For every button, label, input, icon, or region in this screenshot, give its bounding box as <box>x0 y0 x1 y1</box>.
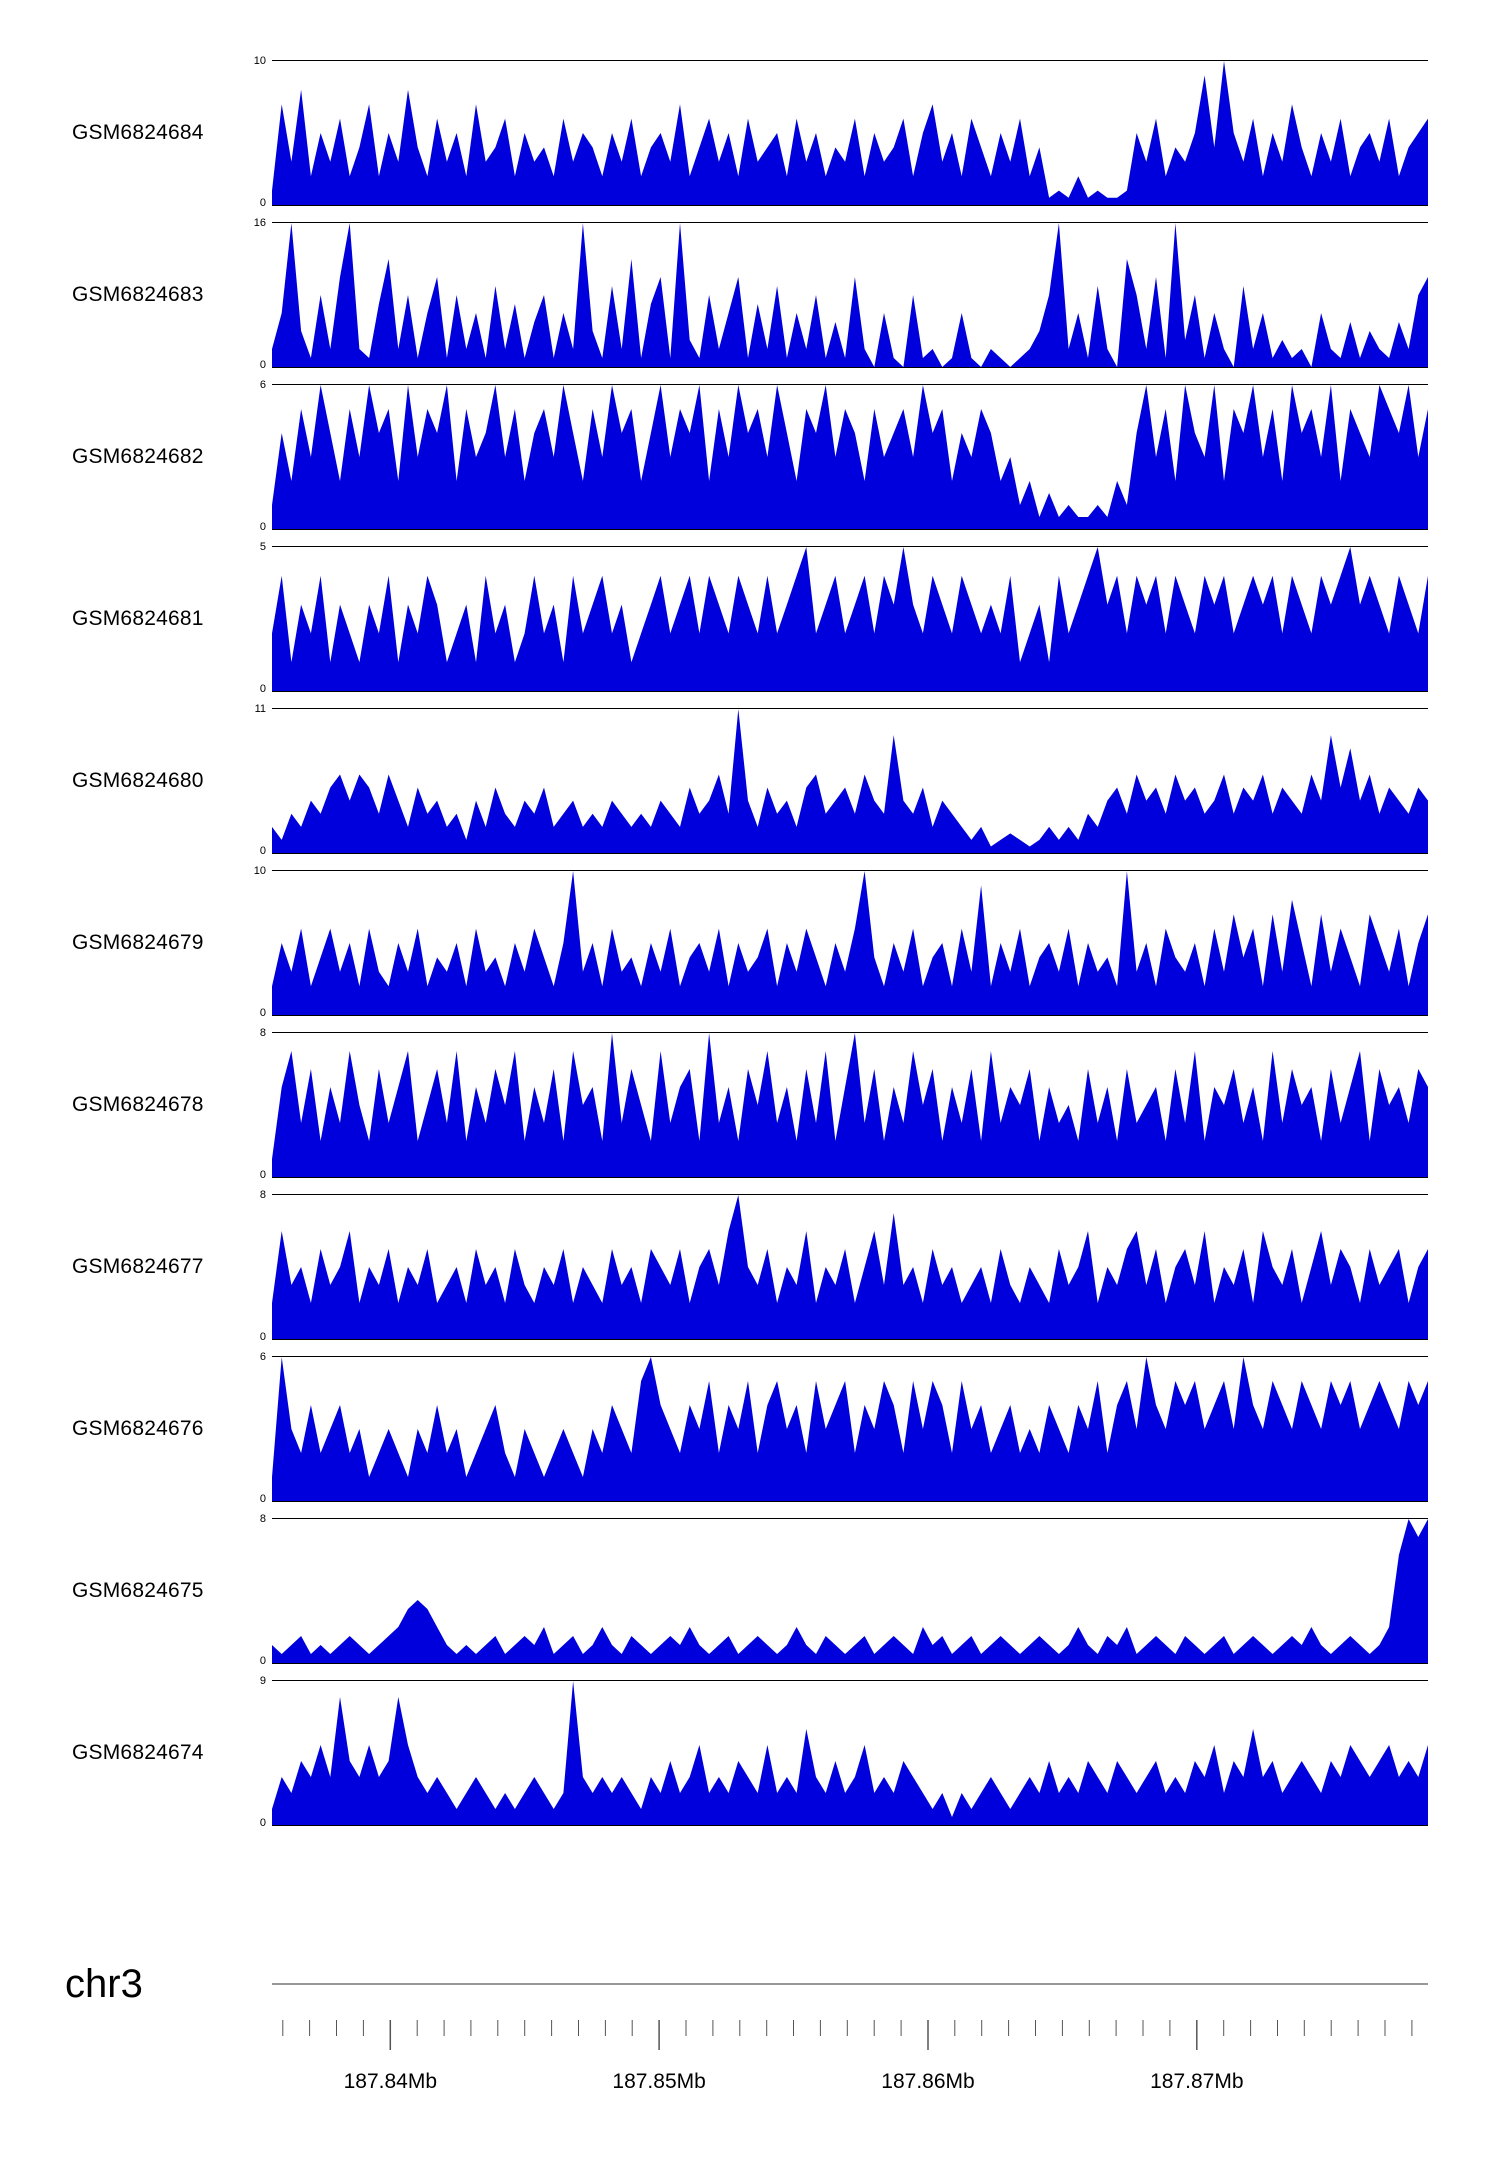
track-label-col: GSM6824675 <box>0 1518 272 1664</box>
y-axis-zero-label: 0 <box>259 197 266 209</box>
axis-tick-label: 187.84Mb <box>344 2070 437 2093</box>
y-axis-max-label: 16 <box>253 217 266 229</box>
track-plot: 8 0 <box>260 1190 1428 1343</box>
y-axis-zero-label: 0 <box>259 1817 266 1829</box>
coverage-area-chart <box>272 61 1428 205</box>
track-list: GSM6824684 10 0 GSM6824683 16 0 GSM68246… <box>0 56 1500 1829</box>
y-axis-max-label: 11 <box>254 703 266 715</box>
y-axis-max-label: 10 <box>253 865 266 877</box>
coverage-area-chart <box>272 1681 1428 1825</box>
track-label-col: GSM6824679 <box>0 870 272 1016</box>
track-plot: 8 0 <box>260 1028 1428 1181</box>
axis-tick-label: 187.87Mb <box>1150 2070 1243 2093</box>
y-axis-zero-label: 0 <box>259 1007 266 1019</box>
coverage-polygon <box>272 1195 1428 1339</box>
y-axis-max-label: 8 <box>259 1189 266 1201</box>
track-label: GSM6824683 <box>72 283 204 306</box>
track-plot: 11 0 <box>255 704 1428 857</box>
track-label-col: GSM6824677 <box>0 1194 272 1340</box>
y-axis-zero-label: 0 <box>259 1655 266 1667</box>
y-axis-zero-label: 0 <box>259 1331 266 1343</box>
coverage-area-chart <box>272 709 1428 853</box>
coverage-polygon <box>272 1357 1428 1501</box>
coverage-area-chart <box>272 385 1428 529</box>
axis-tick-label: 187.85Mb <box>612 2070 705 2093</box>
coverage-polygon <box>272 1519 1428 1663</box>
track-label-col: GSM6824682 <box>0 384 272 530</box>
track-row: GSM6824677 8 0 <box>0 1190 1500 1343</box>
y-axis-max-label: 9 <box>259 1675 266 1687</box>
y-axis-max-label: 8 <box>259 1027 266 1039</box>
y-axis-max-label: 6 <box>259 1351 266 1363</box>
track-plot: 6 0 <box>260 380 1428 533</box>
track-label-col: GSM6824683 <box>0 222 272 368</box>
track-label: GSM6824680 <box>72 769 204 792</box>
genome-axis-row: chr3 187.84Mb 187.85Mb 187.86Mb 187.87Mb <box>0 1962 1500 2126</box>
coverage-polygon <box>272 547 1428 691</box>
track-plot: 5 0 <box>260 542 1428 695</box>
track-row: GSM6824683 16 0 <box>0 218 1500 371</box>
chromosome-label-col: chr3 <box>0 1962 272 2126</box>
y-axis-zero-label: 0 <box>259 845 266 857</box>
track-row: GSM6824682 6 0 <box>0 380 1500 533</box>
track-label: GSM6824681 <box>72 607 204 630</box>
track-label: GSM6824678 <box>72 1093 204 1116</box>
track-plot: 10 0 <box>254 866 1428 1019</box>
track-plot: 6 0 <box>260 1352 1428 1505</box>
coverage-area-chart <box>272 1033 1428 1177</box>
coverage-area-chart <box>272 871 1428 1015</box>
track-plot: 10 0 <box>254 56 1428 209</box>
coverage-area-chart <box>272 547 1428 691</box>
track-label: GSM6824676 <box>72 1417 204 1440</box>
track-label-col: GSM6824684 <box>0 60 272 206</box>
y-axis-zero-label: 0 <box>259 1493 266 1505</box>
coverage-polygon <box>272 709 1428 853</box>
coverage-polygon <box>272 385 1428 529</box>
track-row: GSM6824681 5 0 <box>0 542 1500 695</box>
track-label: GSM6824675 <box>72 1579 204 1602</box>
track-row: GSM6824678 8 0 <box>0 1028 1500 1181</box>
track-label: GSM6824677 <box>72 1255 204 1278</box>
track-row: GSM6824684 10 0 <box>0 56 1500 209</box>
track-label-col: GSM6824681 <box>0 546 272 692</box>
track-label: GSM6824679 <box>72 931 204 954</box>
track-plot: 16 0 <box>254 218 1428 371</box>
track-plot: 9 0 <box>260 1676 1428 1829</box>
track-label: GSM6824684 <box>72 121 204 144</box>
coverage-area-chart <box>272 1519 1428 1663</box>
coverage-polygon <box>272 223 1428 367</box>
track-label: GSM6824682 <box>72 445 204 468</box>
genome-axis: 187.84Mb 187.85Mb 187.86Mb 187.87Mb <box>272 1976 1428 2126</box>
track-label-col: GSM6824678 <box>0 1032 272 1178</box>
y-axis-zero-label: 0 <box>259 521 266 533</box>
track-row: GSM6824679 10 0 <box>0 866 1500 1019</box>
coverage-polygon <box>272 871 1428 1015</box>
y-axis-zero-label: 0 <box>259 359 266 371</box>
track-label-col: GSM6824680 <box>0 708 272 854</box>
coverage-polygon <box>272 1033 1428 1177</box>
coverage-polygon <box>272 1681 1428 1825</box>
coverage-polygon <box>272 61 1428 205</box>
chromosome-label: chr3 <box>65 1962 143 2006</box>
y-axis-max-label: 8 <box>259 1513 266 1525</box>
track-row: GSM6824674 9 0 <box>0 1676 1500 1829</box>
y-axis-zero-label: 0 <box>259 683 266 695</box>
y-axis-max-label: 10 <box>253 55 266 67</box>
track-row: GSM6824680 11 0 <box>0 704 1500 857</box>
track-plot: 8 0 <box>260 1514 1428 1667</box>
coverage-area-chart <box>272 1195 1428 1339</box>
track-label-col: GSM6824674 <box>0 1680 272 1826</box>
track-row: GSM6824675 8 0 <box>0 1514 1500 1667</box>
genome-axis-svg: 187.84Mb 187.85Mb 187.86Mb 187.87Mb <box>272 1983 1428 2093</box>
track-row: GSM6824676 6 0 <box>0 1352 1500 1505</box>
track-label-col: GSM6824676 <box>0 1356 272 1502</box>
coverage-area-chart <box>272 223 1428 367</box>
y-axis-max-label: 6 <box>259 379 266 391</box>
coverage-area-chart <box>272 1357 1428 1501</box>
y-axis-max-label: 5 <box>259 541 266 553</box>
y-axis-zero-label: 0 <box>259 1169 266 1181</box>
track-label: GSM6824674 <box>72 1741 204 1764</box>
axis-tick-label: 187.86Mb <box>881 2070 974 2093</box>
